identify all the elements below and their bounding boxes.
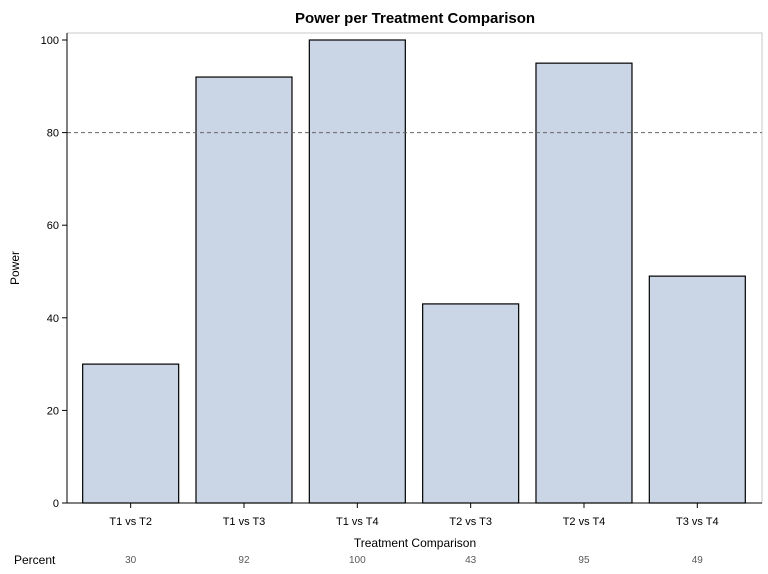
axis-table-value: 100 xyxy=(349,555,366,566)
x-axis-label: Treatment Comparison xyxy=(354,536,476,550)
bar xyxy=(422,303,520,504)
axis-table-label: Percent xyxy=(14,553,56,567)
y-tick-label: 60 xyxy=(47,220,59,232)
y-tick-label: 0 xyxy=(53,498,59,510)
axis-table-value: 92 xyxy=(238,555,250,566)
x-tick-label: T3 vs T4 xyxy=(676,516,719,528)
y-tick-label: 100 xyxy=(41,35,59,47)
y-tick-label: 80 xyxy=(47,128,59,140)
axis-table-value: 95 xyxy=(578,555,590,566)
x-tick-label: T1 vs T2 xyxy=(109,516,152,528)
bar xyxy=(308,39,406,504)
bar xyxy=(195,76,293,504)
axis-table-values: 30 92 100 43 95 49 xyxy=(125,555,703,566)
x-tick-label: T1 vs T3 xyxy=(223,516,266,528)
y-axis: 0 20 40 60 80 100 xyxy=(41,35,67,510)
axis-table-value: 43 xyxy=(465,555,477,566)
x-tick-label: T1 vs T4 xyxy=(336,516,379,528)
y-tick-label: 20 xyxy=(47,405,59,417)
x-axis: T1 vs T2 T1 vs T3 T1 vs T4 T2 vs T3 T2 vs T4… xyxy=(109,503,719,528)
chart-title: Power per Treatment Comparison xyxy=(295,10,535,27)
y-tick-label: 40 xyxy=(47,313,59,325)
bar xyxy=(535,62,633,504)
bars xyxy=(82,39,746,504)
bar xyxy=(648,275,746,504)
x-tick-label: T2 vs T3 xyxy=(449,516,492,528)
y-axis-label: Power xyxy=(8,251,22,285)
x-tick-label: T2 vs T4 xyxy=(563,516,606,528)
axis-table-value: 30 xyxy=(125,555,137,566)
axis-table-value: 49 xyxy=(692,555,704,566)
bar xyxy=(82,363,180,504)
